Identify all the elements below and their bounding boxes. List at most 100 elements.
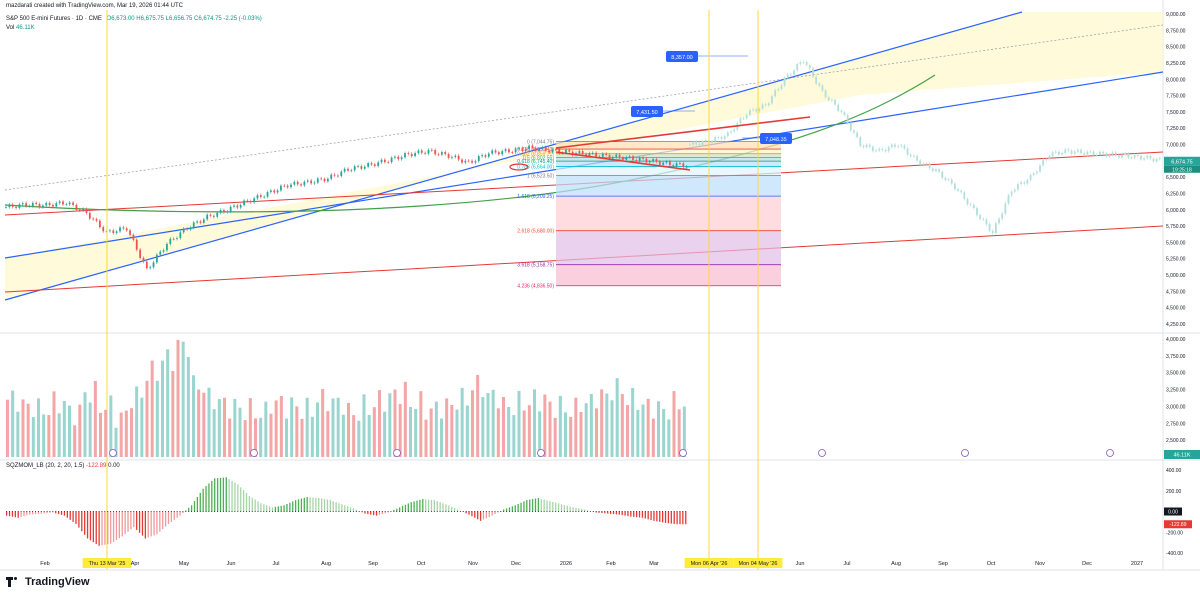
volume-bar bbox=[512, 415, 516, 457]
volume-bar bbox=[26, 403, 30, 457]
squeeze-dot bbox=[217, 511, 219, 512]
squeeze-dot bbox=[271, 511, 273, 512]
candle-body bbox=[856, 132, 859, 138]
momentum-bar bbox=[546, 500, 548, 512]
candle-body bbox=[922, 163, 925, 165]
candle-body bbox=[723, 136, 726, 140]
symbol-title[interactable]: S&P 500 E-mini Futures · 1D · CME bbox=[6, 16, 102, 22]
candle-body bbox=[824, 90, 827, 98]
candle-body bbox=[293, 181, 296, 185]
volume-bar bbox=[114, 427, 118, 457]
volume-bar bbox=[595, 408, 598, 457]
ohlc-low-label: L bbox=[165, 16, 170, 22]
squeeze-dot bbox=[240, 511, 242, 512]
candle-body bbox=[1010, 191, 1013, 196]
momentum-bar bbox=[34, 511, 37, 515]
momentum-bar bbox=[297, 499, 300, 512]
ohlc-open: 6,673.00 bbox=[111, 16, 135, 22]
volume-bar bbox=[166, 349, 170, 457]
momentum-bar bbox=[679, 511, 681, 525]
momentum-bar bbox=[260, 503, 262, 512]
squeeze-dot bbox=[211, 511, 213, 512]
momentum-bar bbox=[320, 498, 323, 512]
squeeze-dot bbox=[607, 511, 609, 512]
indicator-name[interactable]: SQZMOM_LB (20, 2, 20, 1.5) bbox=[6, 463, 85, 469]
volume-current-label: 46.11K bbox=[1173, 453, 1190, 459]
tradingview-logo-icon bbox=[6, 577, 22, 587]
squeeze-dot bbox=[679, 511, 681, 512]
fib-label: 2.618 (5,680.00) bbox=[517, 229, 554, 235]
volume-bar bbox=[434, 401, 438, 457]
squeeze-dot bbox=[344, 511, 346, 512]
candle-body bbox=[41, 205, 44, 208]
squeeze-dot bbox=[55, 511, 57, 512]
squeeze-dot bbox=[170, 511, 172, 512]
candle-body bbox=[1133, 154, 1136, 158]
candle-body bbox=[223, 210, 225, 213]
squeeze-dot bbox=[37, 511, 39, 512]
squeeze-dot bbox=[205, 511, 207, 512]
candle-body bbox=[764, 104, 767, 106]
momentum-bar bbox=[176, 511, 178, 518]
squeeze-dot bbox=[477, 511, 479, 512]
momentum-bar bbox=[115, 511, 118, 541]
candle-body bbox=[916, 155, 918, 161]
candle-body bbox=[290, 184, 292, 188]
momentum-bar bbox=[58, 511, 60, 515]
candle-body bbox=[387, 162, 390, 163]
volume-bar bbox=[357, 420, 361, 457]
candle-body bbox=[1083, 153, 1086, 155]
momentum-bar bbox=[465, 511, 467, 514]
candle-body bbox=[790, 74, 792, 76]
candle-body bbox=[749, 110, 751, 115]
candle-body bbox=[206, 214, 209, 220]
fib-band bbox=[556, 149, 781, 154]
squeeze-dot bbox=[165, 511, 167, 512]
candle-body bbox=[900, 145, 903, 147]
candle-body bbox=[380, 159, 383, 163]
candle-body bbox=[1136, 154, 1139, 156]
candle-body bbox=[434, 150, 437, 155]
candle-body bbox=[780, 85, 783, 90]
momentum-bar bbox=[208, 483, 210, 512]
momentum-bar bbox=[101, 511, 103, 546]
candle-body bbox=[461, 159, 463, 163]
candle-body bbox=[62, 201, 64, 205]
squeeze-dot bbox=[670, 511, 672, 512]
squeeze-dot bbox=[361, 511, 363, 512]
momentum-bar bbox=[531, 499, 534, 512]
momentum-bar bbox=[468, 511, 470, 515]
momentum-bar bbox=[396, 508, 398, 512]
candle-body bbox=[1117, 155, 1120, 158]
candle-body bbox=[571, 151, 574, 155]
squeeze-dot bbox=[514, 511, 516, 512]
squeeze-dot bbox=[260, 511, 262, 512]
squeeze-dot bbox=[664, 511, 666, 512]
candle-body bbox=[994, 223, 997, 234]
candle-body bbox=[733, 129, 736, 132]
time-axis-tick: Mon 04 May '26 bbox=[739, 561, 778, 567]
volume-bar bbox=[290, 397, 294, 457]
volume-bar bbox=[300, 418, 304, 457]
momentum-bar bbox=[277, 506, 279, 512]
countdown-label: 19:25:18 bbox=[1172, 167, 1192, 173]
channel-upper-line bbox=[4, 11, 1023, 301]
momentum-bar bbox=[263, 504, 265, 512]
event-marker-icon bbox=[1106, 449, 1114, 457]
squeeze-dot bbox=[482, 511, 484, 512]
candle-body bbox=[1001, 213, 1004, 219]
volume-axis-tick: 3,250.00 bbox=[1166, 388, 1186, 394]
tradingview-logo[interactable]: TradingView bbox=[6, 576, 90, 588]
volume-bar bbox=[248, 398, 252, 457]
momentum-bar bbox=[685, 511, 687, 525]
candle-body bbox=[648, 161, 651, 163]
candle-body bbox=[906, 148, 909, 155]
candle-body bbox=[890, 144, 893, 148]
chart-creator-note: mazdarati created with TradingView.com, … bbox=[6, 3, 183, 9]
volume-label[interactable]: Vol bbox=[6, 25, 15, 31]
candle-body bbox=[1048, 156, 1051, 160]
candle-body bbox=[745, 114, 748, 119]
volume-bar bbox=[388, 393, 392, 457]
squeeze-dot bbox=[511, 511, 513, 512]
